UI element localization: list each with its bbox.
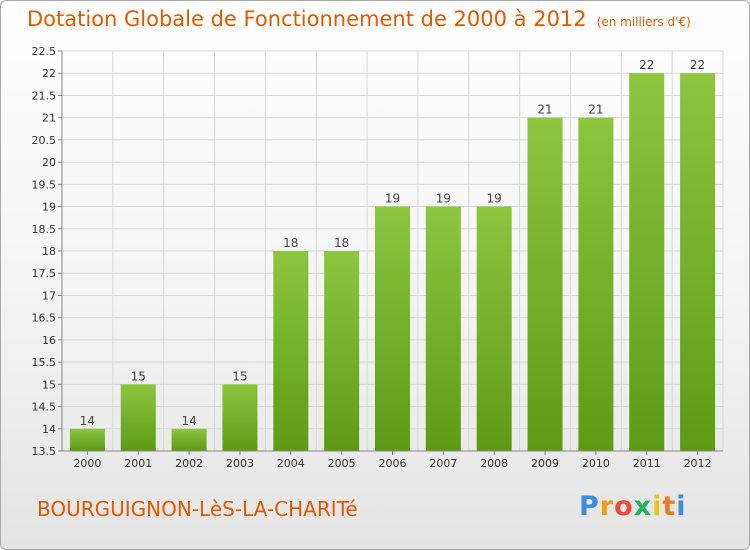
logo-letter: i bbox=[652, 491, 663, 522]
y-tick-label: 18 bbox=[42, 245, 56, 258]
y-tick-label: 16 bbox=[42, 334, 56, 347]
data-label: 21 bbox=[537, 103, 552, 117]
x-tick-label: 2000 bbox=[73, 457, 101, 470]
data-label: 15 bbox=[232, 369, 247, 383]
y-tick-label: 21.5 bbox=[32, 89, 57, 102]
bar-2003[interactable] bbox=[222, 384, 258, 451]
commune-name: BOURGUIGNON-LèS-LA-CHARITé bbox=[37, 497, 358, 521]
x-tick-label: 2009 bbox=[531, 457, 559, 470]
y-tick-label: 22 bbox=[42, 67, 56, 80]
bar-2007[interactable] bbox=[425, 206, 461, 451]
logo-letter: r bbox=[599, 491, 615, 522]
chart-title-block: Dotation Globale de Fonctionnement de 20… bbox=[27, 7, 691, 31]
y-tick-label: 15.5 bbox=[32, 356, 57, 369]
data-label: 14 bbox=[181, 414, 196, 428]
data-label: 18 bbox=[283, 236, 298, 250]
bar-2002[interactable] bbox=[171, 428, 207, 451]
y-tick-label: 21 bbox=[42, 112, 56, 125]
bar-2001[interactable] bbox=[120, 384, 156, 451]
bar-2011[interactable] bbox=[629, 73, 665, 451]
logo-letter: i bbox=[676, 491, 687, 522]
logo-letter: t bbox=[662, 491, 677, 522]
axes: 13.5 14 14.5 15 15.5 16 16.5 17 17.5 18 18.5 19 19.5… bbox=[32, 45, 723, 470]
bar-2006[interactable] bbox=[375, 206, 410, 451]
y-tick-label: 20 bbox=[42, 156, 56, 169]
x-tick-label: 2010 bbox=[582, 457, 610, 470]
y-tick-label: 15 bbox=[42, 378, 56, 391]
y-tick-label: 17.5 bbox=[32, 267, 57, 280]
bar-2005[interactable] bbox=[324, 251, 360, 451]
bar-2009[interactable] bbox=[527, 117, 563, 452]
bar-2012[interactable] bbox=[680, 73, 716, 451]
proxiti-logo[interactable]: Proxiti bbox=[579, 491, 687, 522]
y-tick-label: 16.5 bbox=[32, 312, 57, 325]
x-tick-label: 2006 bbox=[379, 457, 407, 470]
x-tick-label: 2007 bbox=[429, 457, 457, 470]
data-label: 15 bbox=[131, 369, 146, 383]
data-label: 22 bbox=[639, 58, 654, 72]
logo-letter: x bbox=[633, 491, 653, 522]
bars: 14 15 14 15 18 18 19 19 19 21 21 22 22 bbox=[69, 58, 716, 452]
y-tick-label: 13.5 bbox=[32, 445, 57, 458]
data-label: 14 bbox=[80, 414, 95, 428]
bar-2008[interactable] bbox=[476, 206, 512, 451]
bar-2004[interactable] bbox=[273, 251, 309, 451]
y-tick-label: 19.5 bbox=[32, 178, 57, 191]
y-tick-label: 18.5 bbox=[32, 223, 57, 236]
data-label: 19 bbox=[436, 192, 451, 206]
data-label: 18 bbox=[334, 236, 349, 250]
x-tick-label: 2003 bbox=[226, 457, 254, 470]
x-tick-label: 2005 bbox=[328, 457, 356, 470]
bar-2000[interactable] bbox=[69, 428, 105, 451]
x-tick-label: 2002 bbox=[175, 457, 203, 470]
y-tick-label: 14.5 bbox=[32, 401, 57, 414]
x-tick-label: 2008 bbox=[480, 457, 508, 470]
data-label: 22 bbox=[690, 58, 705, 72]
bar-2010[interactable] bbox=[578, 117, 614, 452]
y-tick-label: 17 bbox=[42, 289, 56, 302]
data-label: 19 bbox=[385, 192, 400, 206]
y-tick-label: 19 bbox=[42, 201, 56, 214]
chart-unit: (en milliers d'€) bbox=[596, 15, 691, 29]
x-tick-label: 2012 bbox=[684, 457, 712, 470]
x-tick-label: 2011 bbox=[633, 457, 661, 470]
data-label: 21 bbox=[588, 103, 603, 117]
y-tick-label: 14 bbox=[42, 423, 56, 436]
data-label: 19 bbox=[487, 192, 502, 206]
logo-letter: P bbox=[579, 491, 600, 522]
x-tick-label: 2001 bbox=[124, 457, 152, 470]
y-tick-label: 22.5 bbox=[32, 45, 57, 58]
chart-title: Dotation Globale de Fonctionnement de 20… bbox=[27, 7, 587, 31]
logo-letter: o bbox=[614, 491, 634, 522]
y-tick-label: 20.5 bbox=[32, 134, 57, 147]
x-tick-label: 2004 bbox=[277, 457, 305, 470]
